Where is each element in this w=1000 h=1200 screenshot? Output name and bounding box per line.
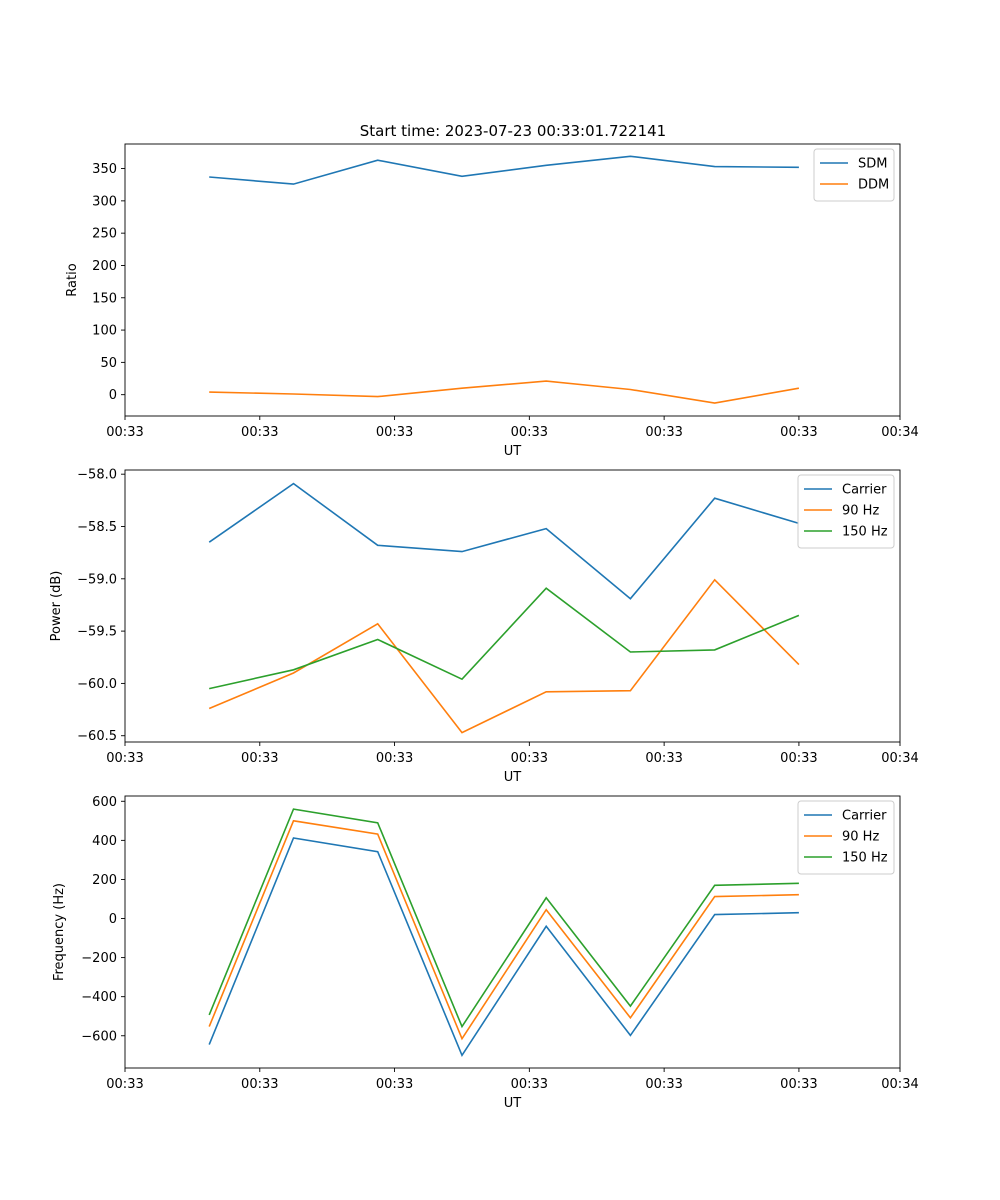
figure-title: Start time: 2023-07-23 00:33:01.722141 — [360, 122, 666, 140]
y-tick-label: −58.0 — [77, 468, 117, 483]
legend-box — [797, 474, 895, 549]
legend-box — [813, 148, 895, 202]
legend-label: 150 Hz — [842, 851, 888, 866]
series-line-carrier — [208, 482, 800, 600]
x-tick-label: 00:33 — [376, 751, 413, 766]
subplot-2: 00:33 00:33 00:33 00:33 00:33 00:33 00:34 −60.5… — [49, 468, 919, 785]
x-tick-label: 00:33 — [780, 425, 817, 440]
x-tick-label: 00:33 — [645, 1077, 682, 1092]
x-tick-label: 00:34 — [881, 1077, 918, 1092]
y-tick-label: 0 — [109, 912, 117, 927]
y-tick-label: 200 — [92, 259, 117, 274]
subplot-1: 00:33 00:33 00:33 00:33 00:33 00:33 00:34 0 50 10… — [65, 143, 919, 459]
x-tick-label: 00:34 — [881, 425, 918, 440]
x-tick-label: 00:33 — [106, 425, 143, 440]
series-line-150-hz — [209, 587, 800, 690]
series-line-150-hz — [208, 808, 799, 1029]
x-tick-label: 00:33 — [511, 751, 548, 766]
subplot-3: 00:33 00:33 00:33 00:33 00:33 00:33 00:34 −600 −… — [52, 795, 919, 1111]
x-tick-label: 00:33 — [106, 751, 143, 766]
x-tick-label: 00:33 — [241, 425, 278, 440]
y-tick-label: −60.0 — [77, 677, 117, 692]
legend: SDM DDM — [813, 148, 895, 202]
x-tick-label: 00:33 — [780, 1077, 817, 1092]
x-tick-label: 00:33 — [376, 425, 413, 440]
x-axis-label: UT — [504, 444, 522, 459]
x-tick-label: 00:33 — [645, 751, 682, 766]
y-tick-label: 600 — [92, 795, 117, 810]
series-line-ddm — [209, 380, 800, 404]
x-tick-label: 00:33 — [106, 1077, 143, 1092]
legend-label: SDM — [858, 157, 887, 172]
y-axis-label: Ratio — [65, 263, 80, 296]
series-line-90-hz — [208, 819, 799, 1041]
series-line-sdm — [209, 155, 799, 185]
axes-frame — [124, 143, 901, 417]
legend-label: Carrier — [842, 809, 887, 824]
y-tick-label: −200 — [81, 951, 117, 966]
y-tick-label: −59.5 — [77, 625, 117, 640]
axes-frame — [124, 795, 901, 1069]
y-tick-label: −600 — [81, 1029, 117, 1044]
series-line-carrier — [208, 837, 799, 1058]
legend-label: 90 Hz — [842, 504, 879, 519]
y-tick-label: 50 — [100, 356, 117, 371]
y-tick-label: −400 — [81, 990, 117, 1005]
x-tick-label: 00:33 — [511, 1077, 548, 1092]
legend-label: 150 Hz — [842, 525, 888, 540]
x-tick-label: 00:33 — [511, 425, 548, 440]
y-tick-label: 350 — [92, 162, 117, 177]
legend-box — [797, 800, 895, 875]
y-tick-label: −60.5 — [77, 729, 117, 744]
y-tick-label: 150 — [92, 291, 117, 306]
y-axis-label: Power (dB) — [49, 571, 64, 642]
legend-label: 90 Hz — [842, 830, 879, 845]
y-tick-label: −59.0 — [77, 572, 117, 587]
legend-label: Carrier — [842, 483, 887, 498]
x-tick-label: 00:33 — [241, 751, 278, 766]
charts: 00:33 00:33 00:33 00:33 00:33 00:33 00:34 0 50 10… — [49, 143, 919, 1111]
x-tick-label: 00:33 — [241, 1077, 278, 1092]
y-tick-label: 200 — [92, 873, 117, 888]
y-tick-label: 250 — [92, 227, 117, 242]
x-tick-label: 00:33 — [376, 1077, 413, 1092]
x-axis-label: UT — [504, 1096, 522, 1111]
y-tick-label: 300 — [92, 194, 117, 209]
legend-label: DDM — [858, 178, 889, 193]
legend: Carrier 90 Hz 150 Hz — [797, 474, 895, 549]
y-tick-label: 0 — [109, 388, 117, 403]
y-tick-label: −58.5 — [77, 520, 117, 535]
x-axis-label: UT — [504, 770, 522, 785]
y-axis-label: Frequency (Hz) — [52, 883, 67, 981]
y-tick-label: 100 — [92, 324, 117, 339]
legend: Carrier 90 Hz 150 Hz — [797, 800, 895, 875]
x-tick-label: 00:34 — [881, 751, 918, 766]
x-tick-label: 00:33 — [780, 751, 817, 766]
axes-frame — [124, 469, 901, 743]
y-tick-label: 400 — [92, 834, 117, 849]
x-tick-label: 00:33 — [645, 425, 682, 440]
